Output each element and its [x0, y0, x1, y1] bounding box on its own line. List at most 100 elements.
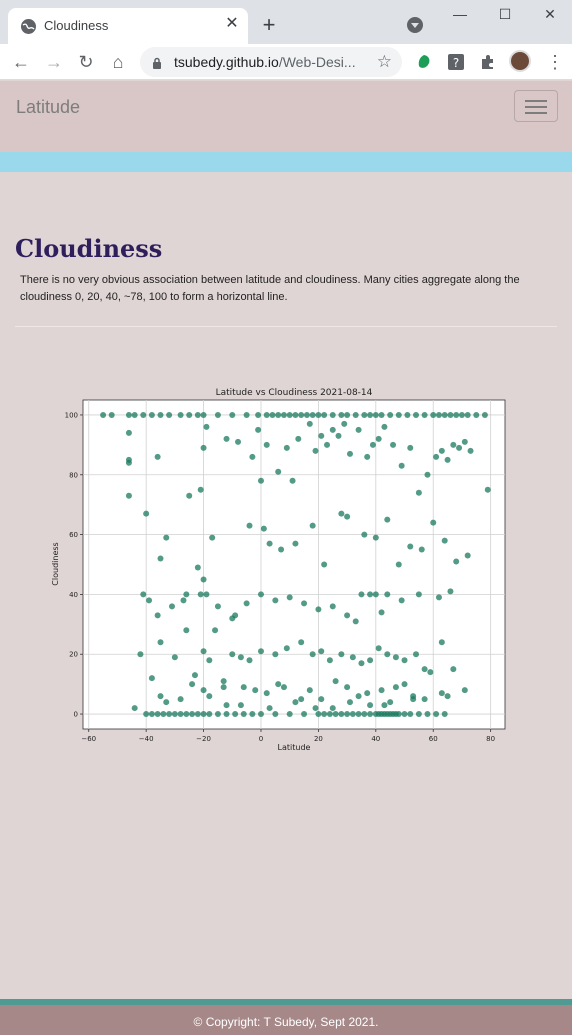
- chart-title: Latitude vs Cloudiness 2021-08-14: [216, 388, 373, 398]
- scatter-point: [189, 681, 195, 687]
- scatter-point: [419, 547, 425, 553]
- scatter-point: [439, 448, 445, 454]
- scatter-point: [413, 651, 419, 657]
- navbar-brand[interactable]: Latitude: [16, 97, 80, 118]
- scatter-point: [258, 478, 264, 484]
- scatter-point: [272, 597, 278, 603]
- scatter-point: [189, 711, 195, 717]
- scatter-point: [338, 511, 344, 517]
- browser-menu-icon[interactable]: ⋮: [546, 51, 558, 73]
- scatter-point: [364, 690, 370, 696]
- scatter-point: [356, 711, 362, 717]
- scatter-point: [367, 711, 373, 717]
- scatter-point: [137, 651, 143, 657]
- scatter-point: [370, 442, 376, 448]
- y-tick-label: 100: [65, 411, 78, 419]
- scatter-point: [255, 412, 261, 418]
- browser-toolbar: ← → ↻ ⌂ tsubedy.github.io/Web-Desi... ☆ …: [0, 44, 572, 80]
- scatter-point: [433, 454, 439, 460]
- scatter-point: [453, 412, 459, 418]
- scatter-point: [132, 705, 138, 711]
- scatter-point: [315, 412, 321, 418]
- scatter-point: [212, 627, 218, 633]
- maximize-icon[interactable]: ☐: [495, 6, 515, 23]
- scatter-point: [402, 657, 408, 663]
- scatter-point: [416, 490, 422, 496]
- home-icon[interactable]: ⌂: [107, 51, 129, 73]
- globe-icon: [21, 19, 36, 34]
- forward-icon[interactable]: →: [43, 51, 65, 73]
- minimize-icon[interactable]: —: [450, 6, 470, 22]
- scatter-point: [126, 460, 132, 466]
- scatter-point: [201, 445, 207, 451]
- scatter-point: [399, 597, 405, 603]
- scatter-point: [396, 412, 402, 418]
- scatter-point: [330, 705, 336, 711]
- scatter-point: [381, 702, 387, 708]
- scatter-point: [198, 591, 204, 597]
- scatter-point: [330, 603, 336, 609]
- address-bar[interactable]: tsubedy.github.io/Web-Desi... ☆: [140, 47, 402, 77]
- close-window-icon[interactable]: ✕: [540, 6, 560, 23]
- scatter-point: [264, 412, 270, 418]
- scatter-point: [367, 591, 373, 597]
- x-tick-label: −20: [196, 735, 211, 743]
- y-tick-label: 60: [69, 531, 78, 539]
- cloudiness-chart: −60 −40 −20 0 20 40 60 80 0 20 40 60 80 100 Latitude …: [46, 380, 526, 760]
- scatter-point: [143, 711, 149, 717]
- page-title: Cloudiness: [15, 234, 162, 263]
- scatter-point: [155, 612, 161, 618]
- scatter-point: [249, 711, 255, 717]
- scatter-point: [158, 412, 164, 418]
- scatter-point: [244, 600, 250, 606]
- close-tab-icon[interactable]: ✕: [224, 16, 240, 32]
- scatter-point: [192, 672, 198, 678]
- scatter-point: [221, 678, 227, 684]
- scatter-point: [350, 654, 356, 660]
- scatter-point: [396, 562, 402, 568]
- profile-avatar[interactable]: [509, 50, 531, 72]
- scatter-point: [321, 711, 327, 717]
- scatter-point: [381, 424, 387, 430]
- scatter-point: [361, 532, 367, 538]
- y-axis-label: Cloudiness: [51, 542, 60, 585]
- scatter-point: [224, 702, 230, 708]
- back-icon[interactable]: ←: [10, 51, 32, 73]
- scatter-point: [356, 427, 362, 433]
- navbar-toggler-button[interactable]: [514, 90, 558, 122]
- new-tab-icon[interactable]: +: [258, 14, 280, 36]
- scatter-point: [100, 412, 106, 418]
- scatter-point: [358, 660, 364, 666]
- scatter-plot: −60 −40 −20 0 20 40 60 80 0 20 40 60 80 100 Latitude …: [46, 380, 526, 760]
- scatter-point: [278, 547, 284, 553]
- tab-search-icon[interactable]: [407, 17, 423, 33]
- scatter-point: [140, 412, 146, 418]
- reload-icon[interactable]: ↻: [75, 51, 97, 73]
- scatter-point: [298, 639, 304, 645]
- scatter-point: [158, 639, 164, 645]
- scatter-point: [203, 591, 209, 597]
- site-footer: © Copyright: T Subedy, Sept 2021.: [0, 1005, 572, 1035]
- scatter-point: [126, 493, 132, 499]
- scatter-point: [376, 645, 382, 651]
- scatter-point: [264, 690, 270, 696]
- scatter-point: [361, 412, 367, 418]
- scatter-point: [338, 651, 344, 657]
- scatter-point: [344, 412, 350, 418]
- tab-cloudiness[interactable]: Cloudiness ✕: [8, 8, 248, 44]
- x-axis-label: Latitude: [278, 743, 311, 752]
- x-tick-label: −60: [81, 735, 96, 743]
- scatter-point: [358, 591, 364, 597]
- scatter-point: [341, 421, 347, 427]
- leaf-extension-icon[interactable]: [415, 53, 433, 71]
- scatter-point: [206, 657, 212, 663]
- scatter-point: [284, 445, 290, 451]
- help-extension-icon[interactable]: ?: [447, 53, 465, 71]
- bookmark-star-icon[interactable]: ☆: [377, 52, 392, 72]
- puzzle-extensions-icon[interactable]: [479, 53, 497, 71]
- scatter-point: [465, 412, 471, 418]
- scatter-point: [281, 412, 287, 418]
- scatter-point: [324, 442, 330, 448]
- scatter-point: [445, 457, 451, 463]
- scatter-point: [310, 412, 316, 418]
